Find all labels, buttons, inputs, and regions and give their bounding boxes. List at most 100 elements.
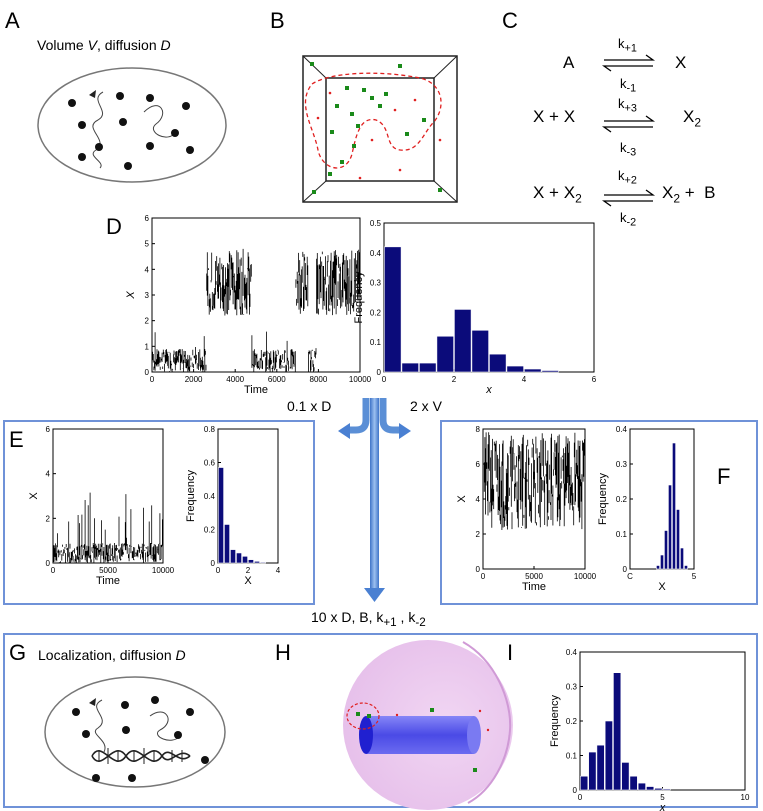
x-tick-label: 5000 bbox=[525, 572, 543, 581]
time-series-trace bbox=[52, 492, 164, 563]
x-tick-label: 4000 bbox=[226, 375, 244, 384]
y-tick-label: 0.2 bbox=[370, 308, 382, 317]
diffusion-path bbox=[95, 699, 106, 753]
diffusion-path bbox=[92, 91, 104, 169]
panel-e-frame bbox=[3, 420, 315, 605]
panel-letter-e: E bbox=[9, 427, 24, 452]
localization-region bbox=[346, 702, 380, 730]
plot-frame bbox=[579, 651, 746, 791]
x-tick-label: 8000 bbox=[310, 375, 328, 384]
x-tick-label: 0 bbox=[382, 375, 387, 384]
histogram-bar bbox=[236, 552, 242, 564]
rxn2-k-back: k-3 bbox=[620, 140, 637, 159]
diffusion-path bbox=[143, 105, 177, 138]
histogram-bar bbox=[436, 335, 454, 373]
histogram-bar bbox=[541, 370, 559, 373]
rxn1-k-forward: k+1 bbox=[618, 36, 637, 55]
y-tick-label: 5 bbox=[145, 240, 150, 249]
y-tick-label: 0 bbox=[623, 565, 628, 574]
histogram-bar bbox=[588, 751, 597, 791]
histogram-bar bbox=[656, 565, 660, 570]
histogram-bar bbox=[680, 547, 684, 570]
histogram-bar bbox=[604, 720, 613, 791]
y-tick-label: 0.5 bbox=[370, 219, 382, 228]
histogram-bar bbox=[629, 775, 638, 791]
box-outer bbox=[302, 55, 458, 203]
green-particles bbox=[310, 62, 442, 194]
x-tick-label: 0 bbox=[150, 375, 155, 384]
particles bbox=[72, 696, 209, 782]
x-tick-label: 2 bbox=[246, 566, 251, 575]
down-arrow-shaft bbox=[370, 398, 379, 588]
x-tick-label: 10 bbox=[741, 793, 750, 802]
rxn2-right: X2 bbox=[683, 107, 702, 130]
y-tick-label: 0 bbox=[377, 368, 382, 377]
panel-letter-h: H bbox=[275, 640, 291, 665]
x-tick-label: 0 bbox=[51, 566, 56, 575]
x-tick-label: 2 bbox=[452, 375, 457, 384]
rxn1-k-back: k-1 bbox=[620, 76, 637, 95]
x-tick-label: 5000 bbox=[99, 566, 117, 575]
arrow-label-diffusion: 0.1 x D bbox=[287, 398, 332, 414]
time-series-trace bbox=[482, 432, 586, 530]
rxn1-right: X bbox=[675, 53, 687, 72]
y-tick-label: 8 bbox=[476, 425, 481, 434]
y-tick-label: 0 bbox=[573, 786, 578, 795]
x-tick-label: 4 bbox=[522, 375, 527, 384]
histogram-bar bbox=[637, 782, 646, 791]
panel-letter-b: B bbox=[270, 8, 285, 33]
panel-a-caption: Volume V, diffusion D bbox=[37, 37, 171, 53]
x-axis-label: x bbox=[485, 384, 492, 396]
histogram-bar bbox=[454, 309, 472, 373]
histogram-bar bbox=[676, 509, 680, 570]
histogram-bar bbox=[654, 787, 663, 791]
panel-letter-i: I bbox=[507, 640, 514, 665]
diffusion-path bbox=[149, 711, 181, 741]
histogram-bar bbox=[668, 484, 672, 570]
left-arrow-head bbox=[338, 423, 350, 439]
panel-letter-a: A bbox=[5, 8, 20, 33]
cylinder-end bbox=[467, 716, 481, 754]
dna-icon bbox=[91, 748, 191, 764]
x-tick-label: 5 bbox=[660, 793, 665, 802]
x-tick-label: 0 bbox=[216, 566, 221, 575]
rxn1-left: A bbox=[563, 53, 575, 72]
y-tick-label: 6 bbox=[145, 214, 150, 223]
x-tick-label: 0 bbox=[481, 572, 486, 581]
plot-frame bbox=[383, 222, 595, 373]
y-axis-label: X bbox=[28, 492, 40, 500]
right-arrow bbox=[379, 398, 401, 434]
x-axis-label: Time bbox=[244, 384, 268, 396]
histogram-bar bbox=[384, 246, 402, 373]
y-axis-label: Frequency bbox=[597, 473, 609, 525]
histogram-bar bbox=[489, 353, 507, 373]
x-tick-label: 10000 bbox=[574, 572, 597, 581]
x-axis-label: X bbox=[658, 581, 666, 593]
y-tick-label: 0.4 bbox=[566, 648, 578, 657]
x-tick-label: 6000 bbox=[268, 375, 286, 384]
y-axis-label: Frequency bbox=[185, 470, 197, 522]
y-tick-label: 0.3 bbox=[370, 279, 382, 288]
y-axis-label: Frequency bbox=[353, 271, 365, 323]
box-inner bbox=[325, 77, 435, 182]
panel-g-caption: Localization, diffusion D bbox=[38, 647, 186, 663]
y-tick-label: 0.2 bbox=[566, 717, 578, 726]
arrow-label-bottom: 10 x D, B, k+1 , k-2 bbox=[311, 609, 426, 629]
rxn3-k-forward: k+2 bbox=[618, 168, 637, 187]
rxn2-left: X + X bbox=[533, 107, 576, 126]
histogram-bar bbox=[580, 775, 589, 791]
y-tick-label: 6 bbox=[46, 425, 51, 434]
panel-letter-d: D bbox=[106, 214, 122, 239]
x-tick-label: 10000 bbox=[152, 566, 175, 575]
y-tick-label: 0.1 bbox=[616, 530, 628, 539]
cylinder-cap bbox=[359, 716, 373, 754]
x-tick-label: 4 bbox=[276, 566, 281, 575]
y-tick-label: 4 bbox=[46, 470, 51, 479]
y-tick-label: 4 bbox=[476, 495, 481, 504]
y-tick-label: 0.4 bbox=[370, 249, 382, 258]
histogram-bar bbox=[664, 530, 668, 570]
